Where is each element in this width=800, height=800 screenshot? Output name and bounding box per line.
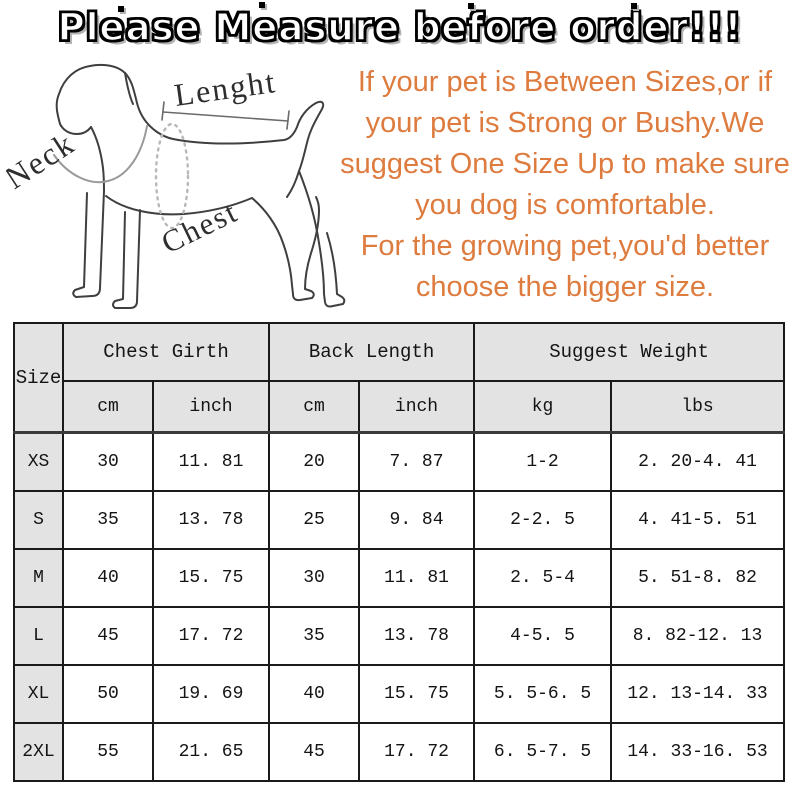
value-cell: 17. 72 xyxy=(358,722,476,782)
table-row: XL 50 19. 69 40 15. 75 5. 5-6. 5 12. 13-… xyxy=(13,664,786,724)
dog-rear-leg xyxy=(251,196,320,302)
title-pixel-dot xyxy=(631,3,637,9)
value-cell: 14. 33-16. 53 xyxy=(610,722,786,782)
advice-line: suggest One Size Up to make sure xyxy=(340,148,790,180)
value-cell: 35 xyxy=(62,490,154,550)
table-row: S 35 13. 78 25 9. 84 2-2. 5 4. 41-5. 51 xyxy=(13,490,786,550)
value-cell: 8. 82-12. 13 xyxy=(610,606,786,666)
value-cell: 40 xyxy=(62,548,154,608)
value-cell: 11. 81 xyxy=(358,548,476,608)
chest-label: Chest xyxy=(156,193,244,260)
title-pixel-dot xyxy=(118,6,124,12)
table-row: XS 30 11. 81 20 7. 87 1-2 2. 20-4. 41 xyxy=(13,431,786,492)
suggest-weight-header: Suggest Weight xyxy=(473,322,786,382)
size-table: Size Chest Girth Back Length Suggest Wei… xyxy=(13,322,786,782)
value-cell: 45 xyxy=(268,722,361,782)
advice-line: you dog is comfortable. xyxy=(415,189,715,221)
value-cell: 13. 78 xyxy=(151,490,271,550)
chest-girth-ellipse xyxy=(154,122,190,230)
size-cell: XL xyxy=(13,664,64,724)
table-unit-header-row: cm inch cm inch kg lbs xyxy=(14,380,786,434)
dog-rear-leg-far xyxy=(298,170,346,308)
advice-line: If your pet is Between Sizes,or if xyxy=(357,66,773,98)
unit-header-cm: cm xyxy=(62,380,154,434)
dog-front-leg xyxy=(72,190,105,298)
value-cell: 6. 5-7. 5 xyxy=(473,722,613,782)
value-cell: 55 xyxy=(62,722,154,782)
value-cell: 7. 87 xyxy=(358,431,476,492)
value-cell: 40 xyxy=(268,664,361,724)
size-cell: M xyxy=(13,548,64,608)
unit-header-inch: inch xyxy=(358,380,476,434)
table-group-header-row: Size Chest Girth Back Length Suggest Wei… xyxy=(13,322,786,434)
dog-chest-front xyxy=(90,126,105,192)
advice-line: your pet is Strong or Bushy.We xyxy=(365,107,765,139)
unit-header-inch: inch xyxy=(151,380,271,434)
value-cell: 35 xyxy=(268,606,361,666)
value-cell: 13. 78 xyxy=(358,606,476,666)
size-cell: S xyxy=(13,490,64,550)
value-cell: 19. 69 xyxy=(151,664,271,724)
dog-belly-line xyxy=(105,195,253,216)
unit-header-kg: kg xyxy=(473,380,613,434)
value-cell: 45 xyxy=(62,606,154,666)
value-cell: 15. 75 xyxy=(358,664,476,724)
dog-front-leg-far xyxy=(112,209,141,309)
table-row: L 45 17. 72 35 13. 78 4-5. 5 8. 82-12. 1… xyxy=(13,606,786,666)
unit-header-lbs: lbs xyxy=(610,380,786,434)
title-pixel-dot xyxy=(259,2,265,8)
value-cell: 11. 81 xyxy=(151,431,271,492)
dog-sketch-svg: Neck Lenght Chest xyxy=(0,63,346,309)
dog-measurement-diagram: Neck Lenght Chest xyxy=(0,58,371,320)
value-cell: 30 xyxy=(62,431,154,492)
value-cell: 20 xyxy=(268,431,361,492)
value-cell: 9. 84 xyxy=(358,490,476,550)
title-pixel-dot xyxy=(468,3,474,9)
advice-line: choose the bigger size. xyxy=(415,271,715,303)
dog-body-outline xyxy=(55,63,325,198)
value-cell: 2-2. 5 xyxy=(473,490,613,550)
value-cell: 15. 75 xyxy=(151,548,271,608)
sizing-advice-text: If your pet is Between Sizes,or if your … xyxy=(333,62,797,308)
table-row: M 40 15. 75 30 11. 81 2. 5-4 5. 51-8. 82 xyxy=(13,548,786,608)
page-title: Please Measure before order!!! xyxy=(57,5,743,50)
value-cell: 5. 51-8. 82 xyxy=(610,548,786,608)
length-measure-tick xyxy=(161,101,165,121)
value-cell: 12. 13-14. 33 xyxy=(610,664,786,724)
value-cell: 4-5. 5 xyxy=(473,606,613,666)
value-cell: 50 xyxy=(62,664,154,724)
neck-measure-curve xyxy=(53,125,148,184)
table-row: 2XL 55 21. 65 45 17. 72 6. 5-7. 5 14. 33… xyxy=(13,722,786,782)
unit-header-cm: cm xyxy=(268,380,361,434)
chest-girth-header: Chest Girth xyxy=(61,322,271,382)
length-measure-tick xyxy=(286,110,290,130)
length-label: Lenght xyxy=(172,63,279,113)
size-column-header: Size xyxy=(13,322,64,434)
value-cell: 1-2 xyxy=(473,431,613,492)
value-cell: 21. 65 xyxy=(151,722,271,782)
value-cell: 25 xyxy=(268,490,361,550)
dog-muzzle xyxy=(57,115,92,135)
neck-label: Neck xyxy=(6,125,81,196)
value-cell: 2. 20-4. 41 xyxy=(610,431,786,492)
length-measure-line xyxy=(162,111,289,122)
dog-ear-line xyxy=(124,72,134,105)
advice-line: For the growing pet,you'd better xyxy=(360,230,770,262)
size-cell: L xyxy=(13,606,64,666)
value-cell: 17. 72 xyxy=(151,606,271,666)
value-cell: 5. 5-6. 5 xyxy=(473,664,613,724)
size-cell: 2XL xyxy=(13,722,64,782)
value-cell: 2. 5-4 xyxy=(473,548,613,608)
value-cell: 30 xyxy=(268,548,361,608)
size-cell: XS xyxy=(13,431,64,492)
value-cell: 4. 41-5. 51 xyxy=(610,490,786,550)
back-length-header: Back Length xyxy=(268,322,476,382)
